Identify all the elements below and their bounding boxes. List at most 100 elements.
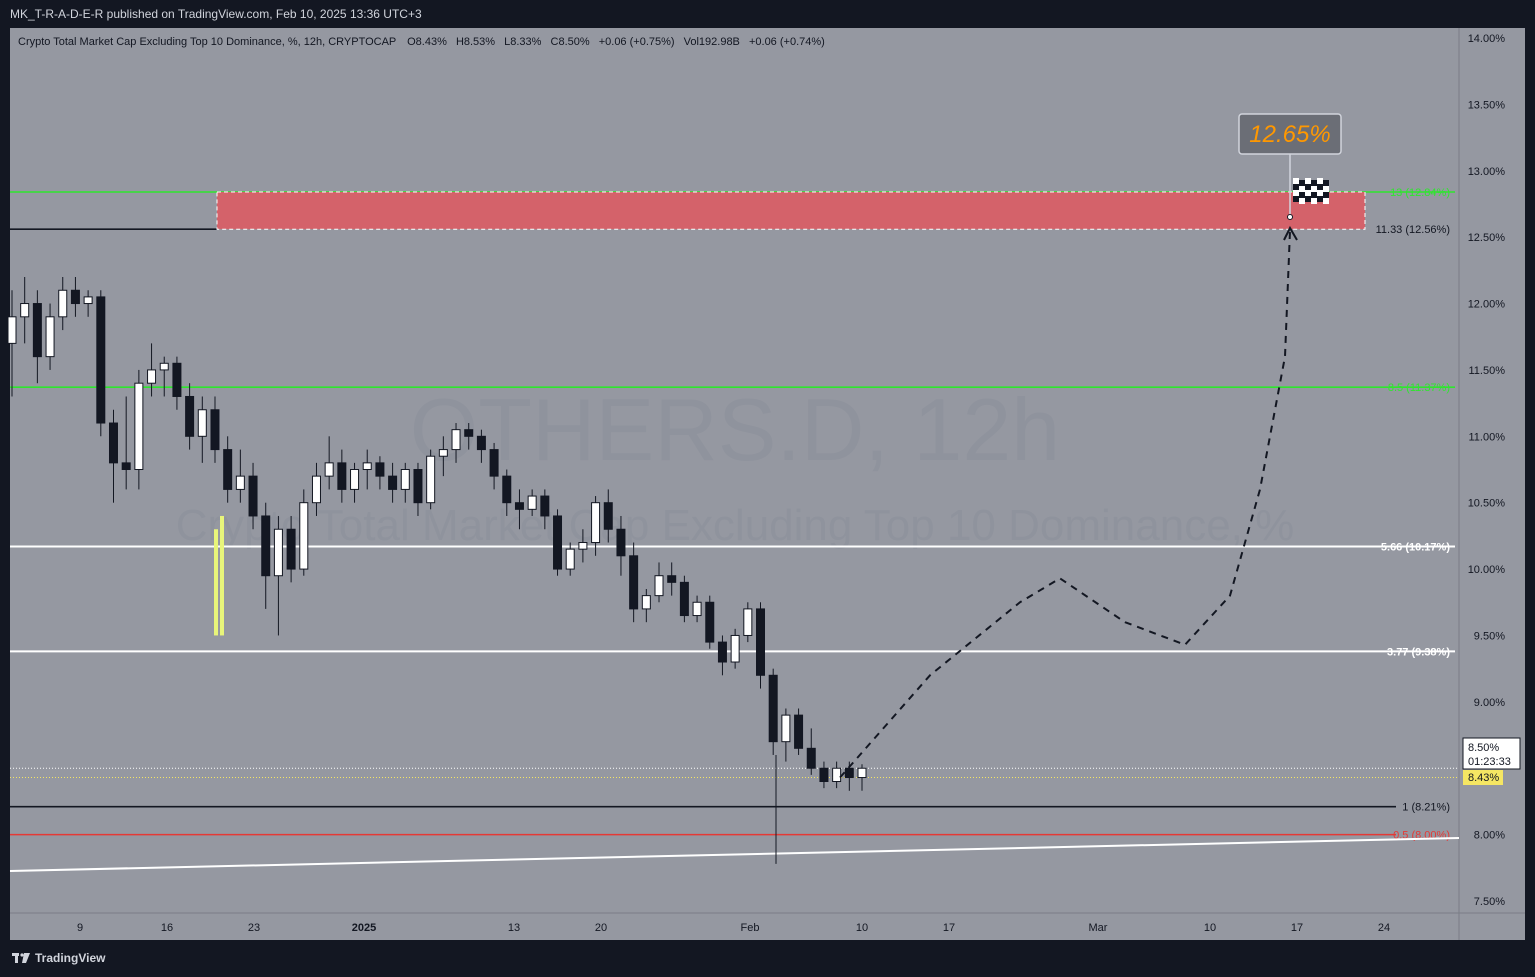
time-axis-background — [10, 913, 1459, 940]
flag-square-3-1 — [1299, 198, 1305, 204]
candle-body-50 — [641, 595, 651, 610]
candle-body-12 — [159, 362, 169, 371]
flag-square-3-4 — [1317, 196, 1323, 202]
candle-body-16 — [210, 409, 220, 451]
open-price-value: 8.43% — [1468, 772, 1499, 784]
time-tick-6: Feb — [741, 922, 760, 934]
candle-body-53 — [679, 581, 689, 617]
price-tick-9: 9.50% — [1474, 630, 1505, 642]
candle-body-63 — [806, 747, 816, 769]
projection-dashed-line — [839, 230, 1291, 779]
target-label-text: 12.65% — [1249, 121, 1330, 148]
flag-square-0-3 — [1311, 180, 1317, 186]
candles — [7, 276, 867, 864]
trend-support-line — [9, 837, 1460, 872]
candle-body-8 — [108, 422, 118, 464]
flag-square-2-0 — [1293, 190, 1299, 196]
candle-body-19 — [248, 475, 258, 517]
time-tick-8: 17 — [943, 922, 955, 934]
candle-body-43 — [553, 515, 563, 570]
candle-body-37 — [476, 435, 486, 451]
candle-body-61 — [781, 714, 791, 743]
candle-body-52 — [667, 575, 677, 583]
time-tick-5: 20 — [595, 922, 607, 934]
candle-body-44 — [565, 548, 575, 570]
candle-body-34 — [438, 449, 448, 457]
flag-pole-base — [1287, 214, 1293, 220]
level-label-0: 13 (12.84%) — [1390, 187, 1450, 199]
projection-arrowhead — [1283, 225, 1298, 241]
plot-background — [10, 28, 1459, 913]
candle-body-54 — [692, 601, 702, 617]
candle-body-31 — [400, 469, 410, 490]
flag-square-0-1 — [1299, 180, 1305, 186]
candle-body-58 — [743, 608, 753, 636]
level-label-2: 8.5 (11.37%) — [1388, 382, 1450, 394]
tradingview-logo[interactable]: TradingView — [12, 951, 105, 965]
candle-body-62 — [794, 714, 804, 749]
open-price-box — [1463, 770, 1503, 785]
level-label-1: 11.33 (12.56%) — [1376, 224, 1450, 236]
flag-square-0-2 — [1305, 178, 1311, 184]
legend-open: O8.43% — [407, 36, 447, 48]
flag-square-1-3 — [1311, 186, 1317, 192]
target-annotation: 12.65% — [1238, 113, 1342, 220]
candle-body-41 — [527, 495, 537, 510]
legend-title: Crypto Total Market Cap Excluding Top 10… — [18, 36, 396, 48]
legend-volume-change: +0.06 (+0.74%) — [749, 36, 825, 48]
flag-square-0-4 — [1317, 178, 1323, 184]
candle-body-42 — [540, 495, 550, 517]
price-tick-2: 13.00% — [1468, 166, 1506, 178]
candle-body-0 — [7, 316, 17, 344]
flag-square-3-5 — [1323, 198, 1329, 204]
time-tick-2: 23 — [248, 922, 260, 934]
candle-body-46 — [591, 502, 601, 544]
highlight-candle-b — [220, 515, 224, 636]
candle-body-2 — [32, 303, 42, 358]
price-tick-4: 12.00% — [1468, 299, 1506, 311]
legend-change: +0.06 (+0.75%) — [599, 36, 675, 48]
candle-body-17 — [223, 449, 233, 490]
level-label-4: 3.77 (9.38%) — [1387, 646, 1450, 658]
flag-square-1-4 — [1317, 184, 1323, 190]
projection-path — [839, 225, 1298, 779]
time-tick-3: 2025 — [352, 922, 376, 934]
candle-body-13 — [172, 362, 182, 397]
footer: TradingView — [0, 940, 1535, 977]
candle-body-65 — [832, 767, 842, 783]
candle-body-48 — [616, 528, 626, 557]
flag-square-2-1 — [1299, 192, 1305, 198]
publish-info: MK_T-R-A-D-E-R published on TradingView.… — [10, 7, 422, 21]
candle-body-39 — [502, 475, 512, 504]
candle-body-32 — [413, 469, 423, 504]
tradingview-logo-text: TradingView — [35, 951, 106, 965]
candle-body-55 — [705, 601, 715, 643]
candle-body-10 — [134, 382, 144, 471]
candle-body-47 — [603, 502, 613, 530]
flag-square-2-3 — [1311, 192, 1317, 198]
candle-body-36 — [464, 429, 474, 437]
time-tick-12: 24 — [1378, 922, 1390, 934]
time-tick-9: Mar — [1089, 922, 1108, 934]
candle-body-22 — [286, 528, 296, 570]
flag-square-0-0 — [1293, 178, 1299, 184]
candle-body-66 — [844, 767, 854, 779]
candle-body-20 — [261, 515, 271, 577]
candle-body-6 — [83, 296, 93, 305]
target-zone-box — [216, 191, 1366, 230]
level-label-3: 5.66 (10.17%) — [1381, 542, 1450, 554]
time-tick-1: 16 — [161, 922, 173, 934]
candle-body-40 — [514, 502, 524, 510]
current-price-box — [1462, 737, 1521, 770]
candle-body-30 — [388, 475, 398, 490]
flag-square-2-2 — [1305, 190, 1311, 196]
level-label-5: 1 (8.21%) — [1402, 802, 1450, 814]
flag-square-2-5 — [1323, 192, 1329, 198]
candle-body-27 — [350, 469, 360, 490]
flag-square-1-1 — [1299, 186, 1305, 192]
candle-body-23 — [299, 502, 309, 570]
flag-square-0-5 — [1323, 180, 1329, 186]
candle-body-7 — [96, 296, 106, 424]
candle-body-9 — [121, 462, 131, 471]
